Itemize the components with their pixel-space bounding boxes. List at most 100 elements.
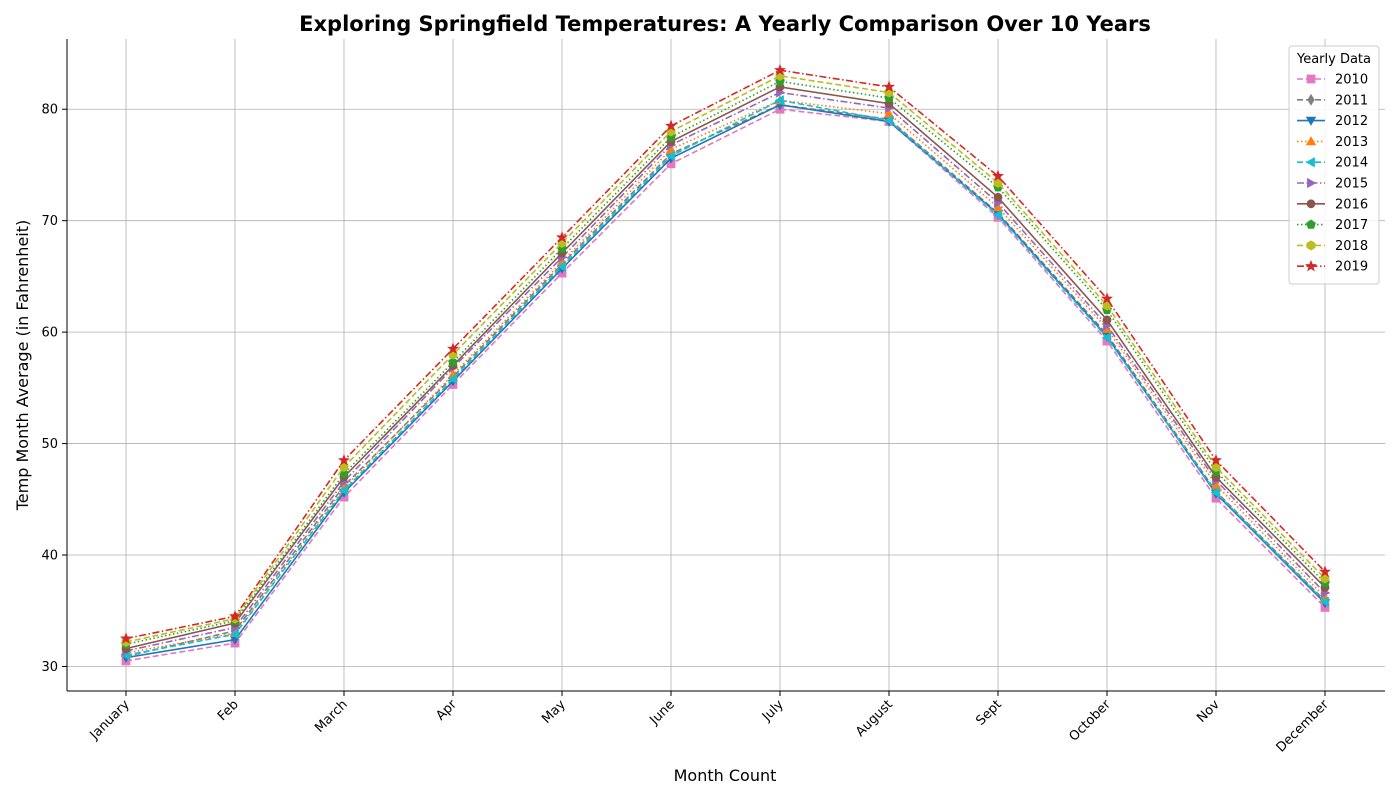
data-point	[339, 461, 349, 473]
series-2014	[120, 95, 1329, 661]
data-point	[1319, 596, 1329, 607]
legend-label: 2010	[1335, 73, 1368, 88]
legend-item-2018: 2018	[1297, 239, 1368, 254]
y-axis-label: Temp Month Average (in Fahrenheit)	[13, 220, 32, 512]
data-point	[448, 357, 458, 367]
y-tick-label: 40	[41, 549, 58, 564]
data-point	[338, 453, 350, 466]
series-line	[125, 108, 1326, 662]
data-point	[665, 119, 677, 132]
series-line	[125, 74, 1326, 643]
data-point	[992, 169, 1004, 182]
x-tick-label: June	[646, 697, 677, 728]
legend-item-2019: 2019	[1297, 260, 1368, 275]
data-point	[447, 342, 459, 354]
x-tick-label: January	[87, 697, 133, 743]
x-axis-label: Month Count	[674, 766, 777, 785]
data-point	[447, 373, 457, 385]
data-point	[993, 192, 1003, 202]
data-point	[229, 609, 241, 622]
legend-label: 2014	[1335, 156, 1368, 171]
series-line	[125, 69, 1326, 640]
legend-label: 2018	[1335, 239, 1368, 254]
legend-label: 2013	[1335, 135, 1368, 150]
data-point	[1102, 300, 1112, 311]
y-tick-label: 30	[41, 660, 58, 675]
legend-marker	[1305, 116, 1317, 126]
x-tick-label: Sept	[973, 697, 1005, 729]
legend-item-2011: 2011	[1297, 93, 1368, 108]
x-tick-label: Feb	[215, 697, 242, 724]
data-point	[774, 63, 786, 76]
series-2013	[120, 94, 1331, 657]
x-tick-label: July	[759, 697, 787, 725]
chart-title: Exploring Springfield Temperatures: A Ye…	[299, 12, 1151, 36]
x-tick-label: March	[312, 697, 351, 736]
data-point	[338, 485, 348, 496]
data-point	[1210, 453, 1222, 466]
data-point	[1102, 315, 1112, 325]
legend-item-2012: 2012	[1297, 114, 1368, 129]
series-2017	[121, 76, 1330, 649]
x-tick-label: August	[853, 697, 896, 740]
legend-marker	[1307, 177, 1317, 189]
legend-label: 2011	[1335, 93, 1368, 108]
data-point	[992, 209, 1002, 221]
series-2012	[120, 100, 1331, 663]
series-2011	[122, 98, 1329, 663]
series-line	[125, 86, 1326, 650]
data-point	[665, 150, 675, 162]
data-point	[1211, 461, 1221, 473]
legend-item-2014: 2014	[1297, 156, 1368, 171]
legend-label: 2015	[1335, 177, 1368, 192]
legend-marker	[1305, 157, 1315, 168]
series-2010	[121, 104, 1330, 666]
series-2015	[122, 87, 1331, 657]
series-layer	[120, 63, 1331, 666]
legend-marker	[1306, 219, 1316, 229]
legend-label: 2012	[1335, 114, 1368, 129]
x-tick-label: Nov	[1194, 697, 1223, 726]
y-tick-label: 60	[41, 326, 58, 341]
y-tick-label: 70	[41, 214, 58, 229]
data-point	[556, 231, 568, 243]
data-point	[556, 261, 566, 272]
legend: Yearly Data 2010 2011 2012 2013 2014 2015 2016 2…	[1288, 45, 1380, 285]
data-point	[774, 95, 784, 106]
axes	[66, 39, 1385, 692]
y-tick-label: 50	[41, 437, 58, 452]
legend-item-2015: 2015	[1297, 177, 1368, 192]
series-line	[125, 103, 1326, 658]
legend-item-2016: 2016	[1297, 197, 1368, 212]
legend-label: 2019	[1335, 260, 1368, 275]
x-tick-label: December	[1274, 697, 1333, 756]
series-line	[125, 80, 1326, 645]
x-ticks: January Feb March Apr May June July August Sept O…	[87, 691, 1333, 756]
legend-label: 2016	[1335, 197, 1368, 212]
x-tick-label: Apr	[433, 697, 460, 724]
series-line	[125, 103, 1326, 659]
y-ticks: 30 40 50 60 70 80	[41, 103, 67, 675]
legend-marker	[1306, 240, 1316, 251]
legend-marker	[1305, 136, 1317, 146]
data-point	[1101, 332, 1111, 343]
data-point	[1210, 487, 1220, 498]
data-point	[883, 108, 895, 118]
x-tick-label: October	[1066, 697, 1114, 745]
series-2016	[121, 82, 1330, 654]
data-point	[883, 115, 893, 126]
legend-item-2010: 2010	[1297, 73, 1368, 88]
legend-item-2017: 2017	[1297, 218, 1368, 233]
legend-marker	[1307, 93, 1315, 106]
data-point	[1101, 292, 1113, 304]
data-point	[229, 629, 239, 640]
data-point	[883, 80, 895, 93]
series-line	[125, 91, 1326, 652]
legend-title: Yearly Data	[1296, 52, 1371, 67]
series-line	[125, 99, 1326, 657]
data-point	[1319, 565, 1331, 577]
legend-item-2013: 2013	[1297, 135, 1368, 150]
legend-marker	[1306, 199, 1316, 209]
x-tick-label: May	[539, 697, 569, 727]
